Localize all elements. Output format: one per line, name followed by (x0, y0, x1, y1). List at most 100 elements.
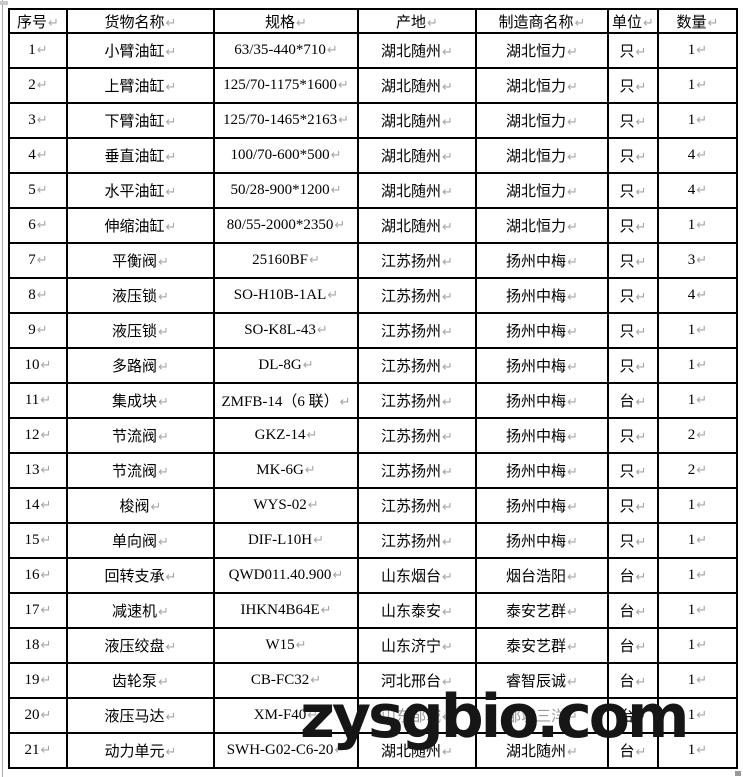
paragraph-mark-icon: ↵ (165, 640, 177, 655)
paragraph-mark-icon: ↵ (165, 80, 177, 95)
paragraph-mark-icon: ↵ (696, 743, 708, 758)
paragraph-mark-icon: ↵ (36, 43, 48, 58)
cell-text: ZMFB-14（6 联） (221, 394, 339, 410)
cell-text: 湖北恒力 (506, 114, 567, 130)
cell-name: 回转支承↵ (66, 557, 215, 594)
paragraph-mark-icon: ↵ (36, 183, 48, 198)
paragraph-mark-icon: ↵ (40, 743, 52, 758)
paragraph-mark-icon: ↵ (158, 395, 169, 410)
cell-name: 液压锁↵ (66, 277, 215, 314)
paragraph-mark-icon: ↵ (635, 80, 647, 95)
cell-text: 1 (687, 672, 696, 688)
cell-name: 液压马达↵ (66, 697, 215, 734)
cell-text: 货物名称 (104, 14, 165, 31)
paragraph-mark-icon: ↵ (48, 15, 59, 31)
cell-name: 节流阀↵ (66, 417, 215, 454)
cell-name: 节流阀↵ (66, 452, 215, 489)
paragraph-mark-icon: ↵ (158, 675, 169, 690)
paragraph-mark-icon: ↵ (316, 323, 328, 338)
cell-text: 制造商名称 (498, 14, 574, 31)
cell-name: 齿轮泵↵ (66, 662, 215, 699)
cell-unit: 只↵ (607, 67, 659, 104)
paragraph-mark-icon: ↵ (442, 255, 453, 270)
paragraph-mark-icon: ↵ (567, 430, 578, 445)
table-row: 13↵ 节流阀↵ MK-6G↵ 江苏扬州↵ 扬州中梅↵ 只↵ 2↵ (8, 452, 738, 489)
cell-unit: 只↵ (607, 242, 659, 279)
paragraph-mark-icon: ↵ (442, 325, 453, 340)
cell-text: 节流阀 (112, 429, 158, 445)
paragraph-mark-icon: ↵ (40, 568, 52, 583)
cell-name: 减速机↵ (66, 592, 215, 629)
paragraph-mark-icon: ↵ (635, 640, 647, 655)
paragraph-mark-icon: ↵ (635, 395, 647, 410)
paragraph-mark-icon: ↵ (158, 535, 169, 550)
cell-text: 9 (28, 322, 36, 338)
cell-text: 单位 (612, 14, 643, 31)
cell-manufacturer: 湖北随州↵ (475, 732, 609, 769)
cell-text: 扬州中梅 (506, 254, 567, 270)
cell-text: 湖北随州 (381, 184, 442, 200)
cell-unit: 台↵ (607, 592, 659, 629)
cell-qty: 4↵ (657, 172, 738, 209)
paragraph-mark-icon: ↵ (36, 323, 48, 338)
paragraph-mark-icon: ↵ (40, 393, 52, 408)
cell-text: 只 (619, 429, 635, 445)
cell-text: 扬州中梅 (506, 324, 567, 340)
paragraph-mark-icon: ↵ (158, 360, 169, 375)
cell-text: GKZ-14 (254, 427, 306, 443)
cell-text: IHKN4B64E (240, 602, 320, 618)
cell-seq: 13↵ (8, 452, 68, 489)
paragraph-mark-icon: ↵ (567, 570, 578, 585)
paragraph-mark-icon: ↵ (696, 673, 708, 688)
table-row: 8↵ 液压锁↵ SO-H10B-1AL↵ 江苏扬州↵ 扬州中梅↵ 只↵ 4↵ (8, 277, 738, 314)
cell-manufacturer: 扬州中梅↵ (475, 522, 609, 559)
cell-text: 12 (24, 427, 40, 443)
cell-spec: 125/70-1175*1600↵ (213, 67, 359, 104)
cell-unit: 只↵ (607, 347, 659, 384)
cell-text: 多路阀 (112, 359, 158, 375)
cell-text: 回转支承 (104, 569, 165, 585)
paragraph-mark-icon: ↵ (442, 640, 453, 655)
cell-unit: 只↵ (607, 137, 659, 174)
paragraph-mark-icon: ↵ (442, 360, 453, 375)
paragraph-mark-icon: ↵ (567, 220, 578, 235)
paragraph-mark-icon: ↵ (696, 533, 708, 548)
cell-text: 山东泰安 (381, 604, 442, 620)
cell-text: 1 (687, 602, 696, 618)
cell-text: 泰安艺群 (506, 639, 567, 655)
cell-manufacturer: 湖北恒力↵ (475, 137, 609, 174)
cell-name: 垂直油缸↵ (66, 137, 215, 174)
cell-seq: 11↵ (8, 382, 68, 419)
cell-manufacturer: 泰安艺群↵ (475, 592, 609, 629)
cell-spec: WYS-02↵ (213, 487, 359, 524)
table-row: 11↵ 集成块↵ ZMFB-14（6 联）↵ 江苏扬州↵ 扬州中梅↵ 台↵ 1↵ (8, 382, 738, 419)
cell-qty: 1↵ (657, 382, 738, 419)
paragraph-mark-icon: ↵ (442, 535, 453, 550)
cell-origin: 湖北随州↵ (357, 32, 477, 69)
cell-qty: 4↵ (657, 277, 738, 314)
paragraph-mark-icon: ↵ (165, 115, 177, 130)
header-cell-unit: 单位↵ (607, 8, 659, 34)
cell-origin: 湖北随州↵ (357, 207, 477, 244)
paragraph-mark-icon: ↵ (40, 463, 52, 478)
cell-name: 伸缩油缸↵ (66, 207, 215, 244)
table-body: 1↵ 小臂油缸↵ 63/35-440*710↵ 湖北随州↵ 湖北恒力↵ 只↵ 1↵ 2↵ 上臂油… (8, 32, 738, 769)
cell-name: 单向阀↵ (66, 522, 215, 559)
cell-name: 下臂油缸↵ (66, 102, 215, 139)
paragraph-mark-icon: ↵ (334, 743, 346, 758)
paragraph-mark-icon: ↵ (567, 185, 578, 200)
cell-spec: XM-F40↵ (213, 697, 359, 734)
cell-text: 6 (28, 217, 36, 233)
cell-seq: 2↵ (8, 67, 68, 104)
cell-spec: QWD011.40.900↵ (213, 557, 359, 594)
cell-origin: 江苏扬州↵ (357, 312, 477, 349)
cell-text: SO-K8L-43 (244, 322, 316, 338)
paragraph-mark-icon: ↵ (567, 115, 578, 130)
paragraph-mark-icon: ↵ (150, 500, 162, 515)
table-row: 17↵ 减速机↵ IHKN4B64E↵ 山东泰安↵ 泰安艺群↵ 台↵ 1↵ (8, 592, 738, 629)
cell-spec: W15↵ (213, 627, 359, 664)
paragraph-mark-icon: ↵ (442, 605, 453, 620)
paragraph-mark-icon: ↵ (696, 43, 708, 58)
cell-text: 1 (687, 742, 696, 758)
cell-text: 63/35-440*710 (234, 42, 326, 58)
